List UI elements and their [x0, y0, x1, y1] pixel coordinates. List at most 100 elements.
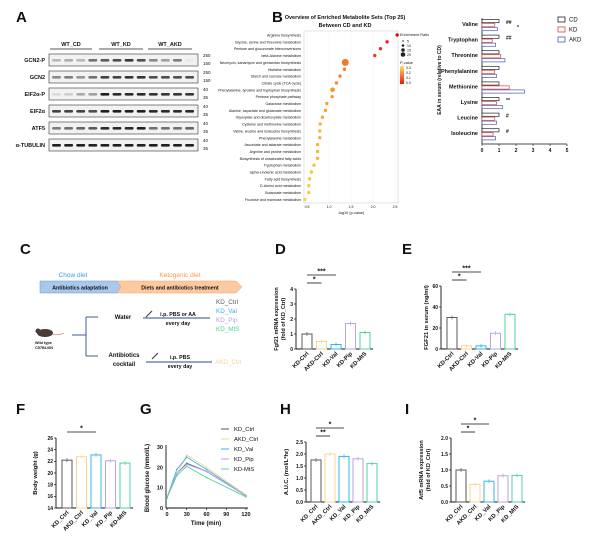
category-label: Alanine, aspartate and glutamate metabol… [229, 109, 301, 113]
blot-band [52, 59, 61, 62]
x-axis-label: Time (min) [191, 521, 221, 527]
data-point [185, 463, 188, 466]
panel-label-e: E [402, 241, 412, 258]
category-label: Citrate cycle (TCA cycle) [262, 81, 301, 85]
data-point [205, 468, 208, 471]
y-axis-label: A.U.C. (mol/L*hr) [284, 449, 290, 495]
blot-band [112, 76, 122, 79]
size-legend-dot [400, 52, 406, 57]
size-legend-dot [401, 48, 405, 52]
blot-band [64, 76, 74, 79]
mouse-icon [35, 328, 65, 337]
bar-kd [481, 101, 497, 106]
legend-label: KD_Ctrl [234, 427, 254, 433]
data-point [385, 40, 389, 44]
bar [497, 475, 509, 503]
category-label: Pentose phosphate pathway [256, 95, 302, 99]
blot-label: GCN2 [30, 75, 45, 81]
y-tick-label: 26 [47, 436, 53, 442]
blot-band [185, 59, 195, 62]
panel-label-g: G [140, 401, 152, 418]
blot-band [124, 144, 134, 147]
data-point [334, 81, 339, 85]
water-label: Water [115, 315, 132, 321]
bar-akd [481, 89, 525, 94]
bar-kd [481, 116, 496, 121]
blot-band [148, 76, 158, 79]
blot-band [100, 59, 110, 62]
y-tick-label: 16 [47, 494, 53, 500]
bar-cd [481, 34, 500, 39]
marker-label: 35 [203, 112, 209, 117]
bar [490, 332, 501, 350]
bar-cd [481, 128, 500, 133]
legend-swatch [557, 26, 566, 33]
marker-label: 35 [203, 95, 209, 100]
blot-row: GCN2-P 250 150 [24, 53, 211, 67]
marker-label: 150 [203, 61, 211, 66]
significance-mark: * [458, 274, 461, 281]
blot-label: ATF5 [32, 126, 45, 132]
blot-label: EIF2α-P [25, 92, 46, 98]
data-point [341, 58, 349, 66]
data-point [185, 454, 188, 456]
data-point [245, 496, 247, 498]
significance-mark: *** [462, 266, 470, 273]
color-legend-label: 0.0 [406, 81, 411, 85]
data-point [330, 87, 335, 93]
bar [455, 469, 467, 503]
x-tick-label: 120 [241, 512, 250, 518]
x-tick-label: 0 [165, 512, 168, 518]
y-tick-label: 30 [157, 445, 163, 451]
group-label: KD_MtS [216, 326, 239, 333]
y-tick-label: 4 [290, 287, 293, 293]
chart-subtitle: Between CD and KD [319, 23, 372, 29]
category-label: beta-Alanine metabolism [261, 54, 301, 58]
group-label: AKD_Ctrl [215, 359, 241, 366]
abx-treatment-label: every day [168, 364, 192, 370]
group-label: KD_Pip [216, 317, 238, 324]
y-axis-label: FGF21 in serum (ng/ml) [424, 285, 430, 350]
significance-mark: ** [506, 98, 510, 104]
y-axis-label: Fgf21 mRNA expression [274, 287, 280, 351]
phase2-arrow [116, 280, 243, 294]
bar [338, 455, 350, 503]
bar [324, 453, 336, 503]
significance-mark: * [80, 426, 83, 433]
category-label: Isoleucine [451, 131, 478, 137]
y-axis-label: Atf5 mRNA expression [419, 440, 425, 500]
bar [90, 454, 102, 509]
x-tick-label: 2.5 [393, 205, 398, 209]
y-tick-label: 20 [47, 471, 53, 477]
bar [483, 480, 495, 503]
blot-band [136, 144, 146, 147]
marker-label: 250 [203, 70, 211, 75]
blot-band [173, 144, 182, 147]
x-tick-label: 0.5 [305, 205, 310, 209]
y-tick-label: 24 [47, 447, 53, 453]
keto-diet-label: Ketogenic diet [159, 272, 200, 279]
blot-band [148, 144, 158, 147]
panel-label-i: I [405, 401, 409, 418]
data-point [320, 115, 325, 119]
legend-label: KD_Pip [234, 457, 254, 463]
legend-swatch [557, 16, 566, 23]
blot-band [100, 76, 110, 79]
bar [366, 463, 378, 503]
abx-treatment-label: i.p. PBS [170, 355, 190, 361]
blot-band [76, 144, 86, 147]
y-tick-label: 1.0 [441, 468, 448, 474]
group-label: KD_Val [216, 308, 237, 315]
marker-label: 250 [203, 53, 211, 58]
bar-kd [481, 85, 510, 90]
data-point [378, 47, 383, 51]
blot-band [112, 127, 122, 130]
blot-band [76, 59, 86, 62]
category-label: Threonine [451, 53, 478, 59]
blot-band [100, 127, 110, 130]
category-label: Arginine biosynthesis [267, 34, 301, 38]
category-label: Fructose and mannose metabolism [245, 198, 301, 202]
bar [511, 474, 523, 503]
y-tick-label: 18 [47, 482, 53, 488]
blot-band [185, 93, 195, 96]
